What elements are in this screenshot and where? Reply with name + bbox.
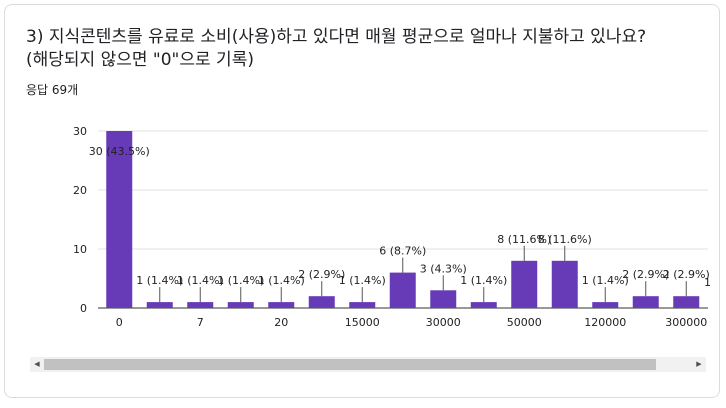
bar	[227, 302, 254, 308]
data-label: 3 (4.3%)	[420, 262, 467, 275]
x-tick-label: 300000	[665, 316, 707, 329]
bar	[511, 260, 538, 308]
bar	[430, 290, 457, 308]
y-tick-label: 10	[73, 243, 87, 256]
data-label: 8 (11.6%)	[497, 233, 551, 246]
data-label: 30 (43.5%)	[89, 145, 150, 158]
data-label: 1 (1.4%)	[258, 274, 305, 287]
horizontal-scrollbar[interactable]: ◀ ▶	[30, 357, 706, 372]
bar	[106, 131, 133, 308]
x-tick-label: 0	[116, 316, 123, 329]
data-label: 2 (2.9%)	[622, 268, 669, 281]
scroll-right-arrow-icon[interactable]: ▶	[696, 361, 702, 368]
data-label: 2 (2.9%)	[663, 268, 710, 281]
data-label: 1 (1.4%)	[339, 274, 386, 287]
bar	[146, 302, 173, 308]
data-label: 2 (2.9%)	[298, 268, 345, 281]
bar	[470, 302, 497, 308]
x-tick-label: 50000	[507, 316, 542, 329]
bar	[673, 296, 700, 308]
data-label-clipped: 1	[704, 276, 711, 289]
data-label: 1 (1.4%)	[582, 274, 629, 287]
y-tick-label: 20	[73, 184, 87, 197]
bar	[187, 302, 214, 308]
y-tick-label: 30	[73, 125, 87, 138]
bar	[349, 302, 376, 308]
response-count: 응답 69개	[26, 83, 79, 97]
scrollbar-thumb[interactable]	[44, 359, 656, 370]
x-tick-label: 7	[197, 316, 204, 329]
data-label: 6 (8.7%)	[379, 245, 426, 258]
data-label: 1 (1.4%)	[177, 274, 224, 287]
x-tick-label: 30000	[426, 316, 461, 329]
bar	[308, 296, 335, 308]
bar	[592, 302, 619, 308]
data-label: 1 (1.4%)	[460, 274, 507, 287]
x-tick-label: 15000	[345, 316, 380, 329]
data-label: 1 (1.4%)	[217, 274, 264, 287]
bar	[632, 296, 659, 308]
bar	[551, 260, 578, 308]
data-label: 1 (1.4%)	[136, 274, 183, 287]
x-tick-label: 120000	[584, 316, 626, 329]
x-tick-label: 20	[274, 316, 288, 329]
question-title: 3) 지식콘텐츠를 유료로 소비(사용)하고 있다면 매월 평균으로 얼마나 지…	[26, 27, 647, 70]
y-tick-label: 0	[80, 302, 87, 315]
bar	[389, 272, 416, 308]
scroll-left-arrow-icon[interactable]: ◀	[34, 361, 40, 368]
bar	[268, 302, 295, 308]
data-label: 8 (11.6%)	[538, 233, 592, 246]
